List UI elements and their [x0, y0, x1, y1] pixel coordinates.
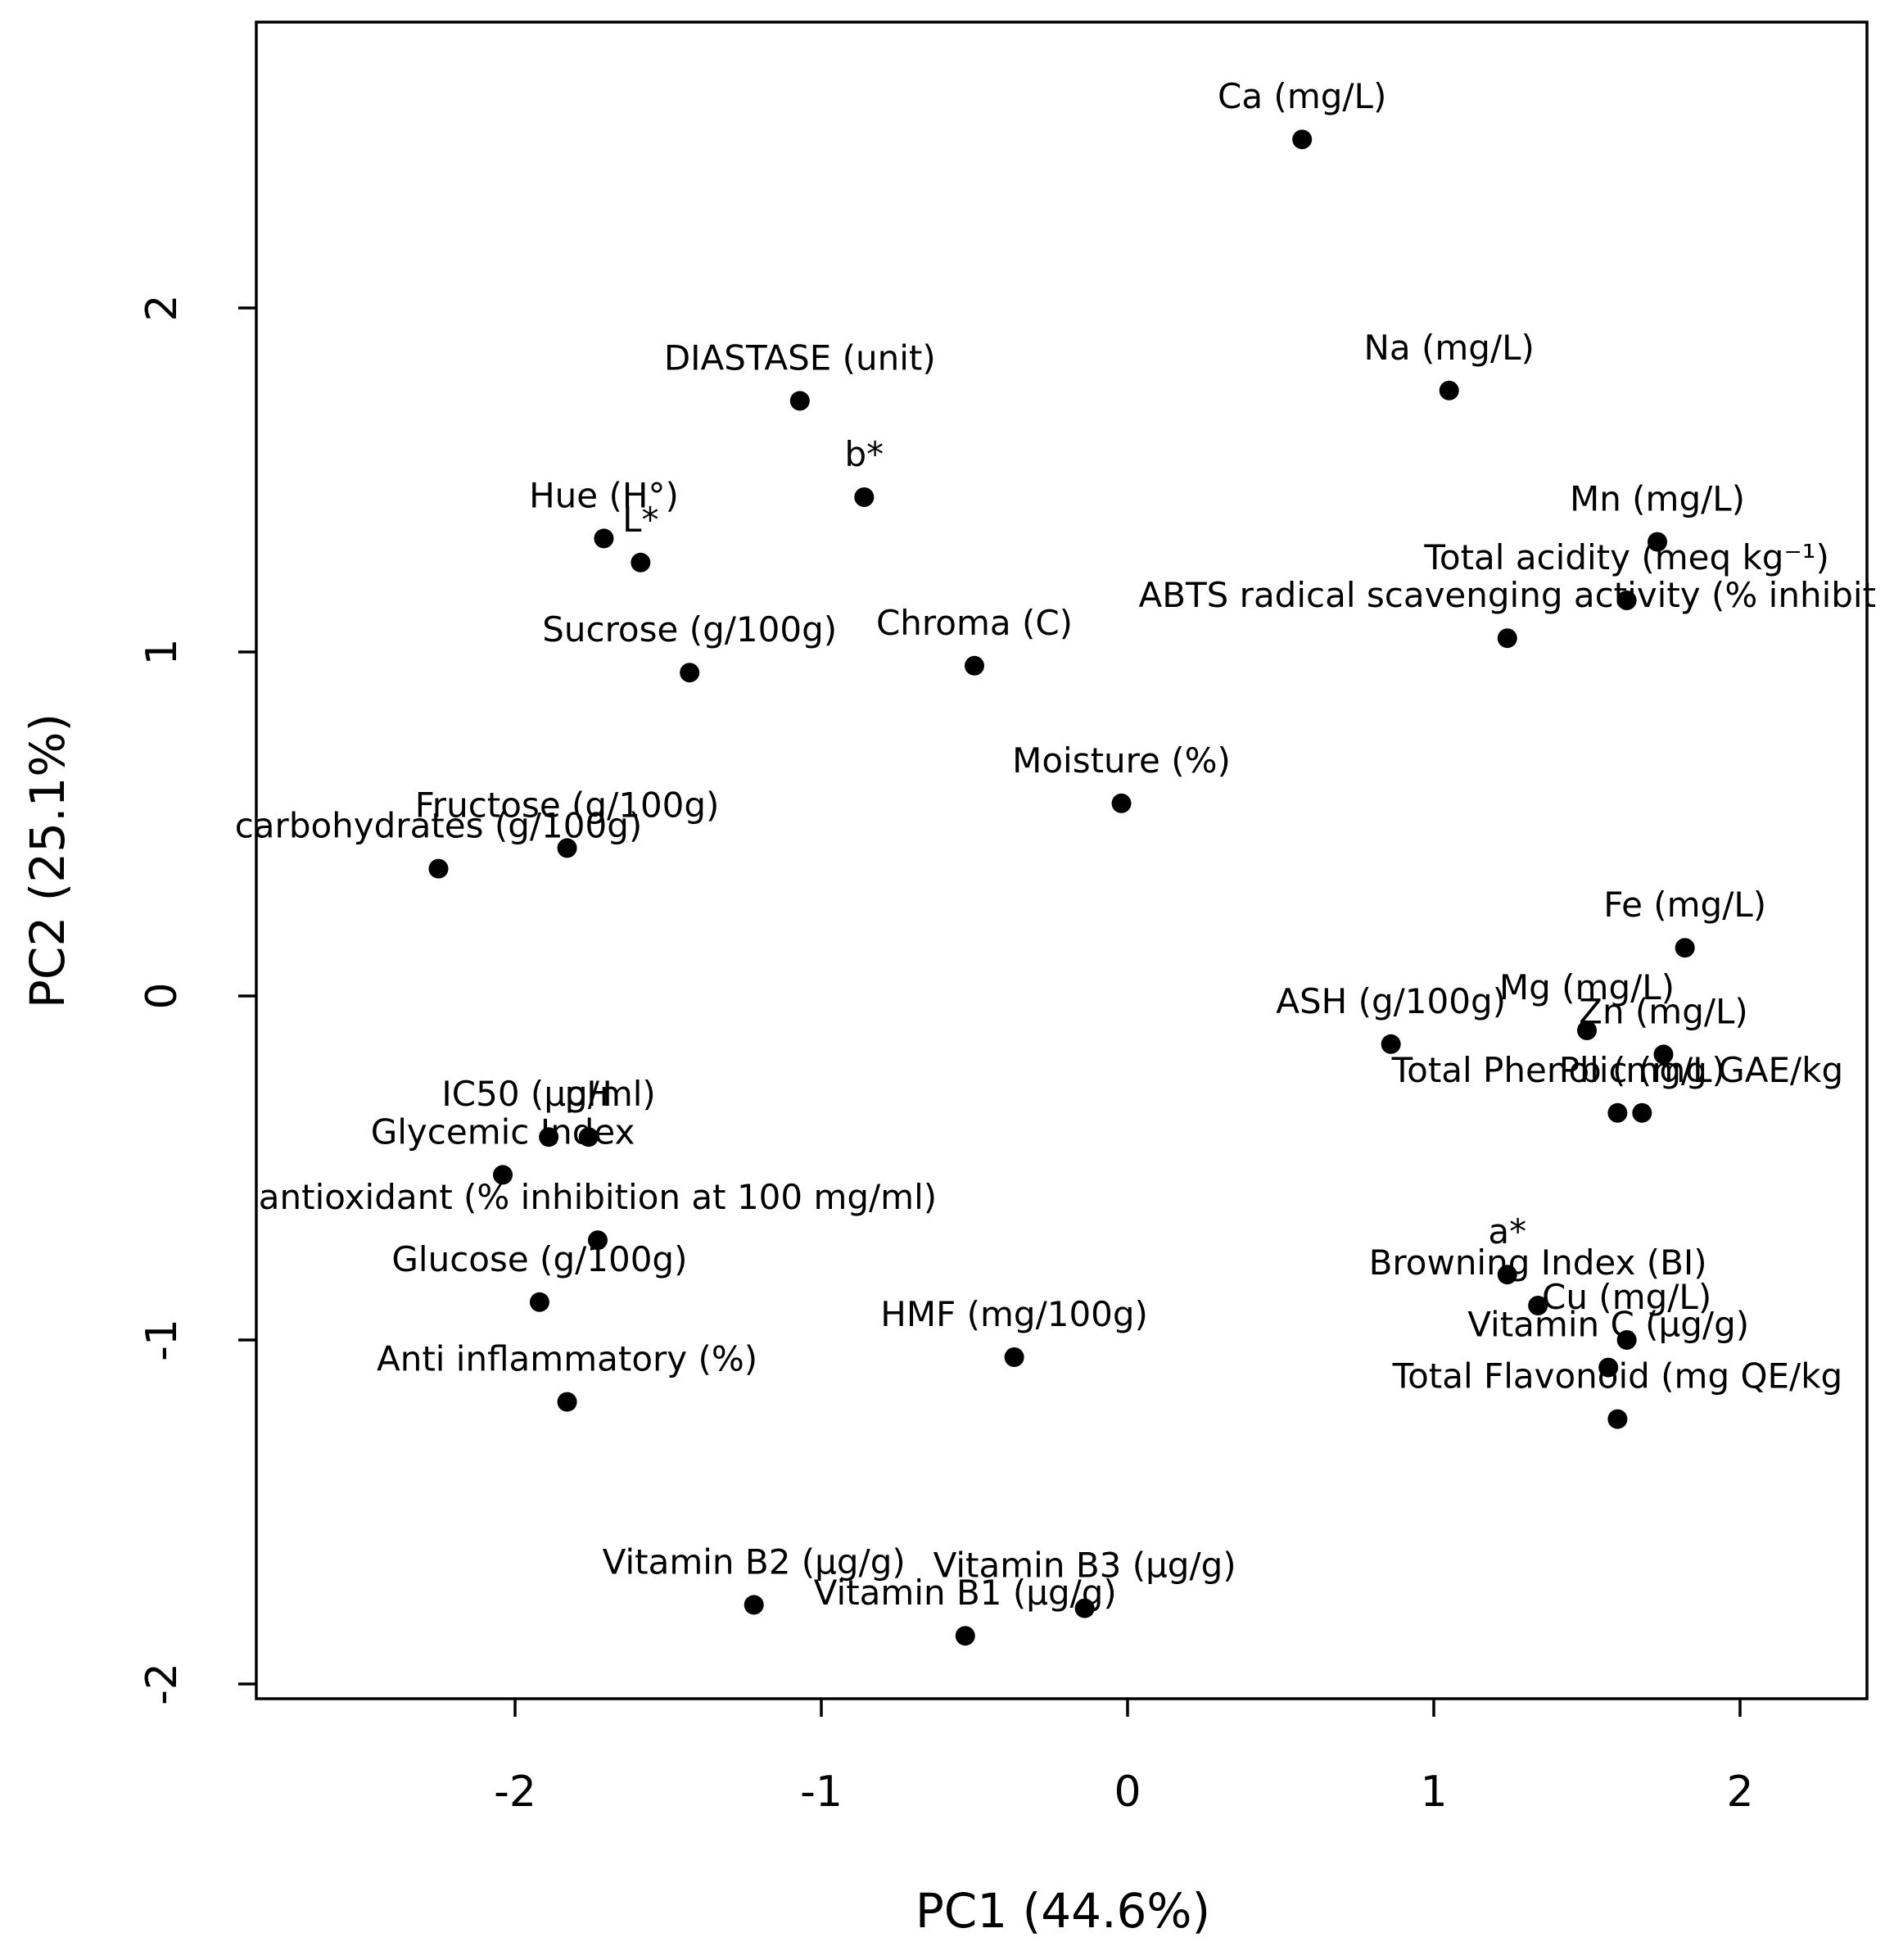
- point-label: pH: [565, 1074, 612, 1114]
- point-label: Sucrose (g/100g): [542, 609, 837, 650]
- data-point: [1004, 1347, 1024, 1367]
- point-label: Glucose (g/100g): [391, 1239, 687, 1279]
- data-point: [428, 858, 449, 879]
- point-label: Na (mg/L): [1363, 328, 1534, 368]
- point-label: Cu (mg/L): [1542, 1277, 1711, 1317]
- point-label: Vitamin B1 (μg/g): [814, 1573, 1117, 1613]
- data-point: [631, 552, 651, 573]
- data-point: [1439, 380, 1459, 401]
- x-axis-title: PC1 (44.6%): [915, 1883, 1210, 1939]
- point-label: Zn (mg/L): [1579, 991, 1748, 1031]
- data-point: [1653, 1044, 1674, 1065]
- data-point: [1632, 1102, 1652, 1123]
- data-point: [1577, 1021, 1597, 1040]
- point-label: Browning Index (BI): [1369, 1243, 1707, 1283]
- point-label: L*: [622, 500, 658, 540]
- point-label: a*: [1488, 1211, 1526, 1252]
- y-tick-label: -1: [138, 1319, 187, 1361]
- data-point: [557, 838, 577, 858]
- data-point: [587, 1230, 608, 1251]
- x-tick-label: 1: [1420, 1768, 1447, 1817]
- point-label: HMF (mg/100g): [880, 1294, 1148, 1334]
- point-label: Fructose (g/100g): [415, 785, 720, 825]
- y-tick-label: 2: [138, 294, 187, 321]
- point-label: ASH (g/100g): [1276, 981, 1506, 1021]
- data-point: [1607, 1102, 1628, 1123]
- data-point: [1111, 793, 1132, 813]
- y-tick-label: 0: [138, 982, 187, 1009]
- data-point: [1381, 1034, 1401, 1054]
- point-label: Vitamin B3 (μg/g): [933, 1546, 1236, 1586]
- point-label: carbohydrates (g/100g): [235, 806, 643, 846]
- data-point: [789, 391, 810, 411]
- data-point: [594, 528, 614, 549]
- data-point: [1675, 938, 1695, 958]
- data-point: [1648, 532, 1668, 552]
- x-tick-label: 0: [1114, 1768, 1141, 1817]
- point-label: DIASTASE (unit): [664, 337, 936, 378]
- y-tick-label: 1: [138, 638, 187, 665]
- data-point: [1497, 1265, 1517, 1285]
- point-label: Total Phenolic (mg GAE/kg: [1391, 1050, 1844, 1090]
- x-tick-label: -2: [494, 1768, 536, 1817]
- point-label: IC50 (μg/ml): [441, 1074, 655, 1114]
- point-label: Pb (mg/L): [1559, 1050, 1725, 1090]
- data-point: [578, 1127, 599, 1147]
- point-label: Moisture (%): [1012, 740, 1231, 781]
- x-tick-label: 2: [1726, 1768, 1753, 1817]
- point-label: b*: [845, 434, 884, 474]
- data-point: [529, 1292, 549, 1312]
- y-tick-label: -2: [138, 1663, 187, 1705]
- plot-frame: [255, 20, 1869, 1700]
- data-point: [539, 1127, 559, 1147]
- point-label: Chroma (C): [876, 603, 1073, 643]
- data-point: [854, 487, 875, 507]
- data-point: [1528, 1296, 1548, 1315]
- y-axis-title: PC2 (25.1%): [20, 713, 75, 1008]
- x-axis: -2 -1 0 1 2: [494, 1699, 1754, 1817]
- data-point: [1607, 1409, 1628, 1429]
- data-point: [744, 1595, 764, 1615]
- point-label: Vitamin C (μg/g): [1467, 1305, 1749, 1345]
- point-label: ABTS radical scavenging activity (% inhi…: [1138, 575, 1876, 615]
- y-axis: -2 -1 0 1 2: [138, 294, 256, 1705]
- point-label: Glycemic Index: [371, 1111, 635, 1152]
- data-point: [955, 1626, 975, 1646]
- point-label: Total acidity (meq kg⁻¹): [1423, 537, 1828, 577]
- point-label: antioxidant (% inhibition at 100 mg/ml): [259, 1177, 937, 1217]
- point-label: Fe (mg/L): [1603, 885, 1766, 925]
- data-point: [1616, 1330, 1637, 1350]
- point-label: Total Flavonoid (mg QE/kg: [1392, 1356, 1843, 1396]
- data-point: [1292, 129, 1313, 150]
- data-point: [493, 1165, 513, 1185]
- point-label: Mg (mg/L): [1499, 967, 1675, 1007]
- point-label: Anti inflammatory (%): [377, 1339, 757, 1379]
- point-labels: Ca (mg/L) Na (mg/L) DIASTASE (unit) b* Hue (…: [235, 76, 1876, 1613]
- data-point: [1497, 628, 1517, 649]
- data-point: [1074, 1598, 1095, 1618]
- x-tick-label: -1: [800, 1768, 843, 1817]
- point-label: Vitamin B2 (μg/g): [603, 1541, 906, 1582]
- data-point: [1616, 591, 1637, 610]
- data-point: [1598, 1357, 1619, 1378]
- point-label: Mn (mg/L): [1570, 479, 1745, 519]
- data-point: [680, 663, 700, 683]
- data-points: [428, 129, 1695, 1646]
- point-label: Ca (mg/L): [1218, 76, 1386, 116]
- point-label: Hue (H°): [529, 475, 679, 515]
- data-point: [965, 655, 984, 676]
- data-point: [557, 1392, 577, 1412]
